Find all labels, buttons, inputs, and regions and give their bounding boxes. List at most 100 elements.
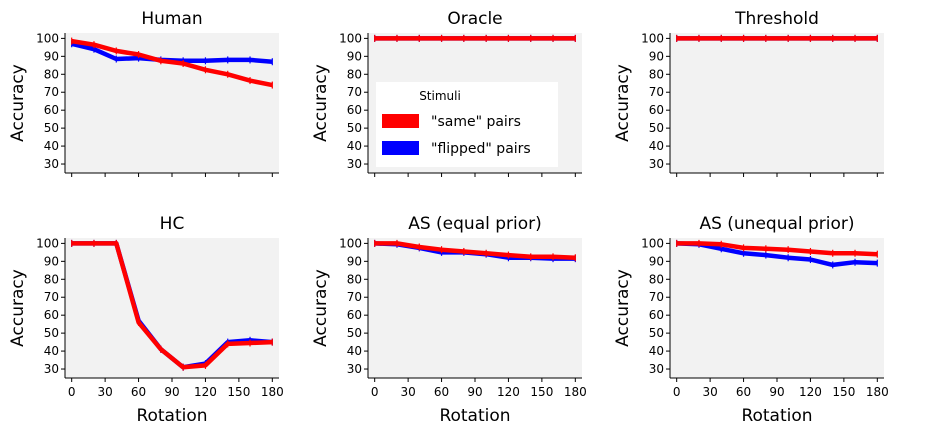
y-tick-label: 60	[649, 308, 664, 322]
y-tick-label: 40	[649, 139, 664, 153]
x-tick-label: 180	[261, 385, 284, 399]
y-tick-label: 90	[347, 49, 362, 63]
legend-label: "flipped" pairs	[431, 141, 531, 157]
y-tick-label: 60	[347, 308, 362, 322]
panel-0: Human 30 40 50 60 70 80 90 100 Accuracy	[8, 9, 279, 177]
panel-title: Threshold	[734, 9, 819, 29]
x-tick-label: 60	[434, 385, 449, 399]
panel-4: AS (equal prior) 30 40 50 60 70 80 90 100 0 30 60 90…	[311, 214, 587, 426]
y-axis-label: Accuracy	[311, 269, 331, 347]
y-tick-label: 100	[339, 31, 362, 45]
x-tick-label: 30	[400, 385, 415, 399]
y-tick-label: 100	[36, 236, 59, 250]
y-tick-label: 50	[649, 326, 664, 340]
legend-swatch	[382, 114, 419, 128]
y-tick-label: 90	[649, 254, 664, 268]
y-tick-label: 30	[44, 157, 59, 171]
series-line	[71, 241, 273, 370]
series-same	[676, 34, 878, 42]
x-tick-label: 120	[497, 385, 520, 399]
y-tick-label: 80	[649, 272, 664, 286]
x-tick-label: 30	[97, 385, 112, 399]
x-tick-label: 120	[799, 385, 822, 399]
y-tick-label: 100	[641, 236, 664, 250]
y-tick-label: 60	[44, 103, 59, 117]
y-tick-label: 50	[347, 326, 362, 340]
series-line	[374, 241, 576, 260]
x-axis-label: Rotation	[136, 406, 207, 426]
y-tick-label: 90	[44, 254, 59, 268]
y-axis-label: Accuracy	[8, 64, 28, 142]
series-same	[71, 37, 273, 89]
y-tick-label: 50	[44, 121, 59, 135]
panel-background	[670, 33, 884, 173]
x-tick-label: 90	[467, 385, 482, 399]
y-axis-label: Accuracy	[613, 269, 633, 347]
y-tick-label: 90	[649, 49, 664, 63]
panel-5: AS (unequal prior) 30 40 50 60 70 80 90 100 0 30 60…	[613, 214, 889, 426]
y-tick-label: 30	[44, 362, 59, 376]
legend-label: "same" pairs	[431, 114, 521, 130]
y-tick-label: 80	[347, 272, 362, 286]
y-tick-label: 30	[649, 362, 664, 376]
series-same	[71, 239, 273, 371]
y-tick-label: 90	[44, 49, 59, 63]
panel-title: AS (unequal prior)	[699, 214, 854, 234]
series-line	[71, 38, 273, 88]
series-line	[676, 241, 878, 268]
y-tick-label: 40	[649, 344, 664, 358]
series-line	[676, 241, 878, 257]
y-axis-label: Accuracy	[8, 269, 28, 347]
panel-title: HC	[160, 214, 185, 234]
y-tick-label: 80	[44, 272, 59, 286]
y-tick-label: 50	[649, 121, 664, 135]
series-same	[374, 239, 576, 262]
y-tick-label: 30	[649, 157, 664, 171]
x-tick-label: 150	[530, 385, 553, 399]
panel-1: Oracle 30 40 50 60 70 80 90 100 Accuracy Stimuli "s…	[311, 9, 582, 177]
y-tick-label: 60	[44, 308, 59, 322]
y-tick-label: 70	[649, 290, 664, 304]
y-tick-label: 50	[347, 121, 362, 135]
y-tick-label: 80	[649, 67, 664, 81]
y-tick-label: 70	[44, 290, 59, 304]
x-tick-label: 0	[68, 385, 76, 399]
panel-3: HC 30 40 50 60 70 80 90 100 0 30 60 90 120 150 180 Accur…	[8, 214, 284, 426]
panel-2: Threshold 30 40 50 60 70 80 90 100 Accuracy	[613, 9, 884, 177]
x-axis-label: Rotation	[439, 406, 510, 426]
panel-background	[670, 238, 884, 378]
y-tick-label: 100	[339, 236, 362, 250]
series-same	[676, 239, 878, 258]
y-tick-label: 70	[649, 85, 664, 99]
x-tick-label: 120	[194, 385, 217, 399]
x-tick-label: 0	[673, 385, 681, 399]
x-tick-label: 90	[769, 385, 784, 399]
y-tick-label: 40	[347, 139, 362, 153]
y-tick-label: 50	[44, 326, 59, 340]
x-tick-label: 90	[164, 385, 179, 399]
x-tick-label: 60	[131, 385, 146, 399]
panel-background	[368, 238, 582, 378]
y-tick-label: 40	[44, 139, 59, 153]
y-tick-label: 80	[347, 67, 362, 81]
y-tick-label: 100	[36, 31, 59, 45]
y-tick-label: 30	[347, 362, 362, 376]
x-tick-label: 30	[702, 385, 717, 399]
series-same	[374, 34, 576, 42]
y-tick-label: 40	[44, 344, 59, 358]
panel-title: Oracle	[447, 9, 502, 29]
x-tick-label: 150	[832, 385, 855, 399]
y-tick-label: 60	[347, 103, 362, 117]
x-tick-label: 180	[866, 385, 889, 399]
legend-title: Stimuli	[419, 89, 461, 103]
y-tick-label: 70	[347, 85, 362, 99]
panel-background	[65, 33, 279, 173]
y-tick-label: 70	[44, 85, 59, 99]
y-tick-label: 100	[641, 31, 664, 45]
x-axis-label: Rotation	[741, 406, 812, 426]
y-tick-label: 80	[44, 67, 59, 81]
y-tick-label: 40	[347, 344, 362, 358]
y-tick-label: 30	[347, 157, 362, 171]
